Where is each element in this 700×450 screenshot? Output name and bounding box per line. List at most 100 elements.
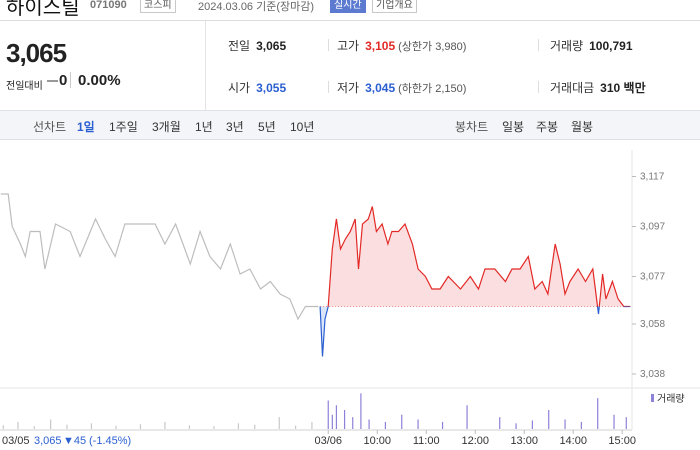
info-value: 3,055 (256, 81, 287, 95)
divider (538, 81, 539, 93)
realtime-badge[interactable]: 실시간 (330, 0, 366, 13)
period-tab[interactable]: 1일 (77, 120, 95, 134)
info-item: 저가 3,045 (하한가 2,150) (337, 79, 466, 96)
stock-code: 071090 (90, 0, 127, 11)
footer-rate: (-1.45%) (89, 435, 131, 447)
tab-bar (0, 110, 700, 140)
volume-bar (548, 410, 550, 429)
x-tick-label: 12:00 (461, 435, 489, 447)
summary-panel (0, 20, 700, 111)
area (320, 206, 631, 357)
divider (205, 21, 206, 110)
volume-bar (90, 423, 93, 429)
footer: 03/05 3,065 ▼45 (-1.45%) (2, 435, 131, 447)
candle-tab[interactable]: 일봉 (502, 120, 525, 134)
legend-swatch (651, 394, 654, 402)
period-tab[interactable]: 1주일 (109, 120, 138, 134)
footer-date: 03/05 (2, 435, 30, 447)
info-value: 310 백만 (600, 81, 646, 95)
footer-price: 3,065 (34, 435, 62, 447)
volume-bar (237, 423, 240, 429)
volume-bar (531, 420, 533, 429)
volume-bar (2, 425, 4, 429)
y-tick-label: 3,077 (640, 272, 665, 283)
volume-bar (625, 417, 627, 429)
volume-bar (311, 421, 313, 429)
volume-bar (613, 414, 615, 429)
info-value: 3,065 (256, 39, 287, 53)
volume-bar (115, 425, 117, 429)
footer-change: ▼45 (63, 435, 86, 447)
candle-tab[interactable]: 주봉 (536, 120, 559, 134)
candle-tab[interactable]: 월봉 (571, 120, 594, 134)
period-tab[interactable]: 10년 (290, 120, 315, 134)
volume-bar (564, 419, 566, 429)
date-label: 2024.03.06 기준(장마감) (198, 1, 315, 13)
info-label: 거래량 (550, 39, 584, 53)
period-tab[interactable]: 3년 (226, 120, 244, 134)
volume-bar (213, 426, 215, 429)
change-label: 전일대비 (6, 81, 43, 92)
volume-bar (597, 398, 599, 429)
volume-bar (188, 425, 191, 429)
x-tick-label: 15:00 (608, 435, 636, 447)
divider (538, 39, 539, 51)
info-item: 전일 3,065 (228, 37, 286, 54)
info-value: 3,105 (365, 39, 396, 53)
y-tick-label: 3,058 (640, 319, 665, 330)
volume-bar (417, 419, 419, 429)
info-note: (하한가 2,150) (398, 83, 467, 95)
divider (70, 72, 71, 88)
divider (328, 81, 329, 93)
volume-bar (33, 426, 35, 429)
info-label: 저가 (337, 81, 360, 95)
volume-bar (343, 410, 346, 429)
volume-bar (50, 419, 52, 429)
current-price: 3,065 (6, 38, 67, 68)
info-label: 고가 (337, 39, 360, 53)
period-tab[interactable]: 3개월 (152, 120, 181, 134)
change-rate: 0.00% (78, 72, 121, 89)
change-number: 0 (59, 72, 68, 89)
x-tick-label: 13:00 (510, 435, 538, 447)
info-value: 100,791 (589, 39, 633, 53)
divider (328, 39, 329, 51)
volume-bar (278, 417, 280, 429)
stock-name: 하이스틸 (6, 0, 80, 19)
volume-bar (384, 421, 387, 429)
period-tab[interactable]: 1년 (195, 120, 213, 134)
info-item: 고가 3,105 (상한가 3,980) (337, 37, 466, 54)
company-button[interactable]: 기업개요 (372, 0, 417, 13)
volume-bar (368, 419, 370, 429)
price-line (0, 193, 319, 321)
volume-bar (66, 424, 68, 429)
tab-group-label: 선차트 (33, 120, 67, 134)
price-line (319, 206, 631, 357)
volume-bar (499, 417, 501, 429)
info-item: 거래대금 310 백만 (550, 79, 646, 96)
info-label: 전일 (228, 39, 251, 53)
x-tick-label: 03/06 (314, 435, 342, 447)
y-tick-label: 3,097 (640, 222, 665, 233)
info-label: 거래대금 (550, 81, 595, 95)
info-value: 3,045 (365, 81, 396, 95)
tab-group-label: 봉차트 (455, 120, 489, 134)
volume-bar (352, 417, 354, 429)
change-value: 0 (47, 72, 67, 89)
period-tab[interactable]: 5년 (258, 120, 276, 134)
legend-label: 거래량 (657, 393, 685, 405)
info-item: 거래량 100,791 (550, 37, 633, 54)
volume-bar (401, 414, 403, 429)
info-note: (상한가 3,980) (398, 41, 467, 53)
market-badge: 코스피 (140, 0, 176, 13)
volume-bar (17, 421, 19, 429)
x-tick-label: 11:00 (413, 435, 440, 447)
volume-bar (139, 424, 142, 429)
volume-bar (164, 421, 166, 429)
volume-bar (580, 421, 582, 429)
info-item: 시가 3,055 (228, 79, 286, 96)
y-tick-label: 3,117 (640, 172, 665, 183)
volume-bar (331, 414, 333, 429)
